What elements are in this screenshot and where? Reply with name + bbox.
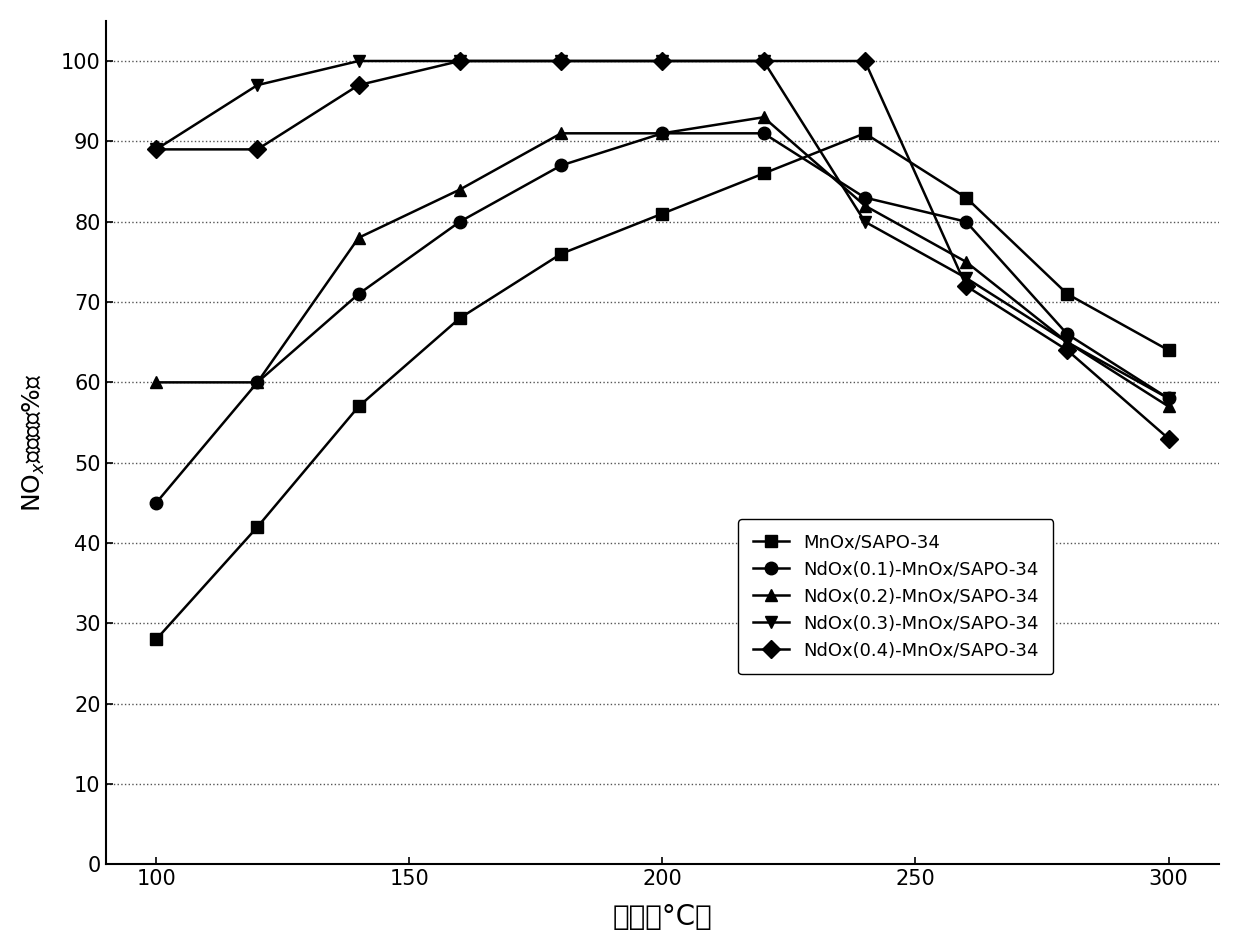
- NdOx(0.3)-MnOx/SAPO-34: [857, 216, 872, 228]
- MnOx/SAPO-34: [250, 522, 265, 533]
- NdOx(0.2)-MnOx/SAPO-34: [857, 200, 872, 211]
- Y-axis label: NO$_x$转化率（%）: NO$_x$转化率（%）: [21, 373, 47, 512]
- NdOx(0.3)-MnOx/SAPO-34: [453, 55, 467, 67]
- NdOx(0.4)-MnOx/SAPO-34: [1161, 433, 1176, 445]
- NdOx(0.3)-MnOx/SAPO-34: [756, 55, 771, 67]
- NdOx(0.1)-MnOx/SAPO-34: [655, 128, 670, 139]
- NdOx(0.2)-MnOx/SAPO-34: [655, 128, 670, 139]
- NdOx(0.4)-MnOx/SAPO-34: [250, 144, 265, 155]
- NdOx(0.2)-MnOx/SAPO-34: [1060, 336, 1075, 347]
- NdOx(0.3)-MnOx/SAPO-34: [250, 79, 265, 90]
- NdOx(0.2)-MnOx/SAPO-34: [453, 184, 467, 195]
- NdOx(0.2)-MnOx/SAPO-34: [250, 377, 265, 388]
- NdOx(0.2)-MnOx/SAPO-34: [959, 256, 973, 268]
- NdOx(0.1)-MnOx/SAPO-34: [756, 128, 771, 139]
- MnOx/SAPO-34: [1060, 288, 1075, 300]
- NdOx(0.1)-MnOx/SAPO-34: [857, 192, 872, 204]
- Line: NdOx(0.1)-MnOx/SAPO-34: NdOx(0.1)-MnOx/SAPO-34: [150, 127, 1174, 509]
- MnOx/SAPO-34: [453, 312, 467, 324]
- NdOx(0.2)-MnOx/SAPO-34: [1161, 401, 1176, 412]
- NdOx(0.3)-MnOx/SAPO-34: [655, 55, 670, 67]
- NdOx(0.3)-MnOx/SAPO-34: [149, 144, 164, 155]
- MnOx/SAPO-34: [554, 248, 569, 260]
- MnOx/SAPO-34: [149, 634, 164, 645]
- NdOx(0.4)-MnOx/SAPO-34: [1060, 345, 1075, 356]
- NdOx(0.2)-MnOx/SAPO-34: [554, 128, 569, 139]
- NdOx(0.4)-MnOx/SAPO-34: [857, 55, 872, 67]
- NdOx(0.1)-MnOx/SAPO-34: [1060, 328, 1075, 340]
- MnOx/SAPO-34: [351, 401, 366, 412]
- NdOx(0.1)-MnOx/SAPO-34: [453, 216, 467, 228]
- NdOx(0.2)-MnOx/SAPO-34: [149, 377, 164, 388]
- NdOx(0.3)-MnOx/SAPO-34: [1161, 393, 1176, 405]
- MnOx/SAPO-34: [857, 128, 872, 139]
- NdOx(0.1)-MnOx/SAPO-34: [250, 377, 265, 388]
- NdOx(0.3)-MnOx/SAPO-34: [959, 272, 973, 284]
- Line: NdOx(0.2)-MnOx/SAPO-34: NdOx(0.2)-MnOx/SAPO-34: [150, 111, 1174, 413]
- NdOx(0.4)-MnOx/SAPO-34: [554, 55, 569, 67]
- NdOx(0.4)-MnOx/SAPO-34: [149, 144, 164, 155]
- NdOx(0.4)-MnOx/SAPO-34: [453, 55, 467, 67]
- NdOx(0.3)-MnOx/SAPO-34: [1060, 336, 1075, 347]
- NdOx(0.2)-MnOx/SAPO-34: [351, 232, 366, 244]
- MnOx/SAPO-34: [756, 168, 771, 179]
- Line: MnOx/SAPO-34: MnOx/SAPO-34: [150, 127, 1174, 645]
- MnOx/SAPO-34: [1161, 345, 1176, 356]
- NdOx(0.3)-MnOx/SAPO-34: [554, 55, 569, 67]
- NdOx(0.4)-MnOx/SAPO-34: [959, 280, 973, 291]
- NdOx(0.4)-MnOx/SAPO-34: [655, 55, 670, 67]
- NdOx(0.1)-MnOx/SAPO-34: [1161, 393, 1176, 405]
- MnOx/SAPO-34: [655, 208, 670, 219]
- NdOx(0.4)-MnOx/SAPO-34: [351, 79, 366, 90]
- NdOx(0.1)-MnOx/SAPO-34: [959, 216, 973, 228]
- MnOx/SAPO-34: [959, 192, 973, 204]
- Line: NdOx(0.3)-MnOx/SAPO-34: NdOx(0.3)-MnOx/SAPO-34: [150, 55, 1174, 405]
- Legend: MnOx/SAPO-34, NdOx(0.1)-MnOx/SAPO-34, NdOx(0.2)-MnOx/SAPO-34, NdOx(0.3)-MnOx/SAP: MnOx/SAPO-34, NdOx(0.1)-MnOx/SAPO-34, Nd…: [738, 519, 1053, 674]
- NdOx(0.2)-MnOx/SAPO-34: [756, 111, 771, 123]
- NdOx(0.4)-MnOx/SAPO-34: [756, 55, 771, 67]
- NdOx(0.1)-MnOx/SAPO-34: [351, 288, 366, 300]
- NdOx(0.3)-MnOx/SAPO-34: [351, 55, 366, 67]
- Line: NdOx(0.4)-MnOx/SAPO-34: NdOx(0.4)-MnOx/SAPO-34: [150, 55, 1174, 445]
- NdOx(0.1)-MnOx/SAPO-34: [554, 160, 569, 171]
- NdOx(0.1)-MnOx/SAPO-34: [149, 497, 164, 508]
- X-axis label: 温度（°C）: 温度（°C）: [613, 903, 712, 931]
